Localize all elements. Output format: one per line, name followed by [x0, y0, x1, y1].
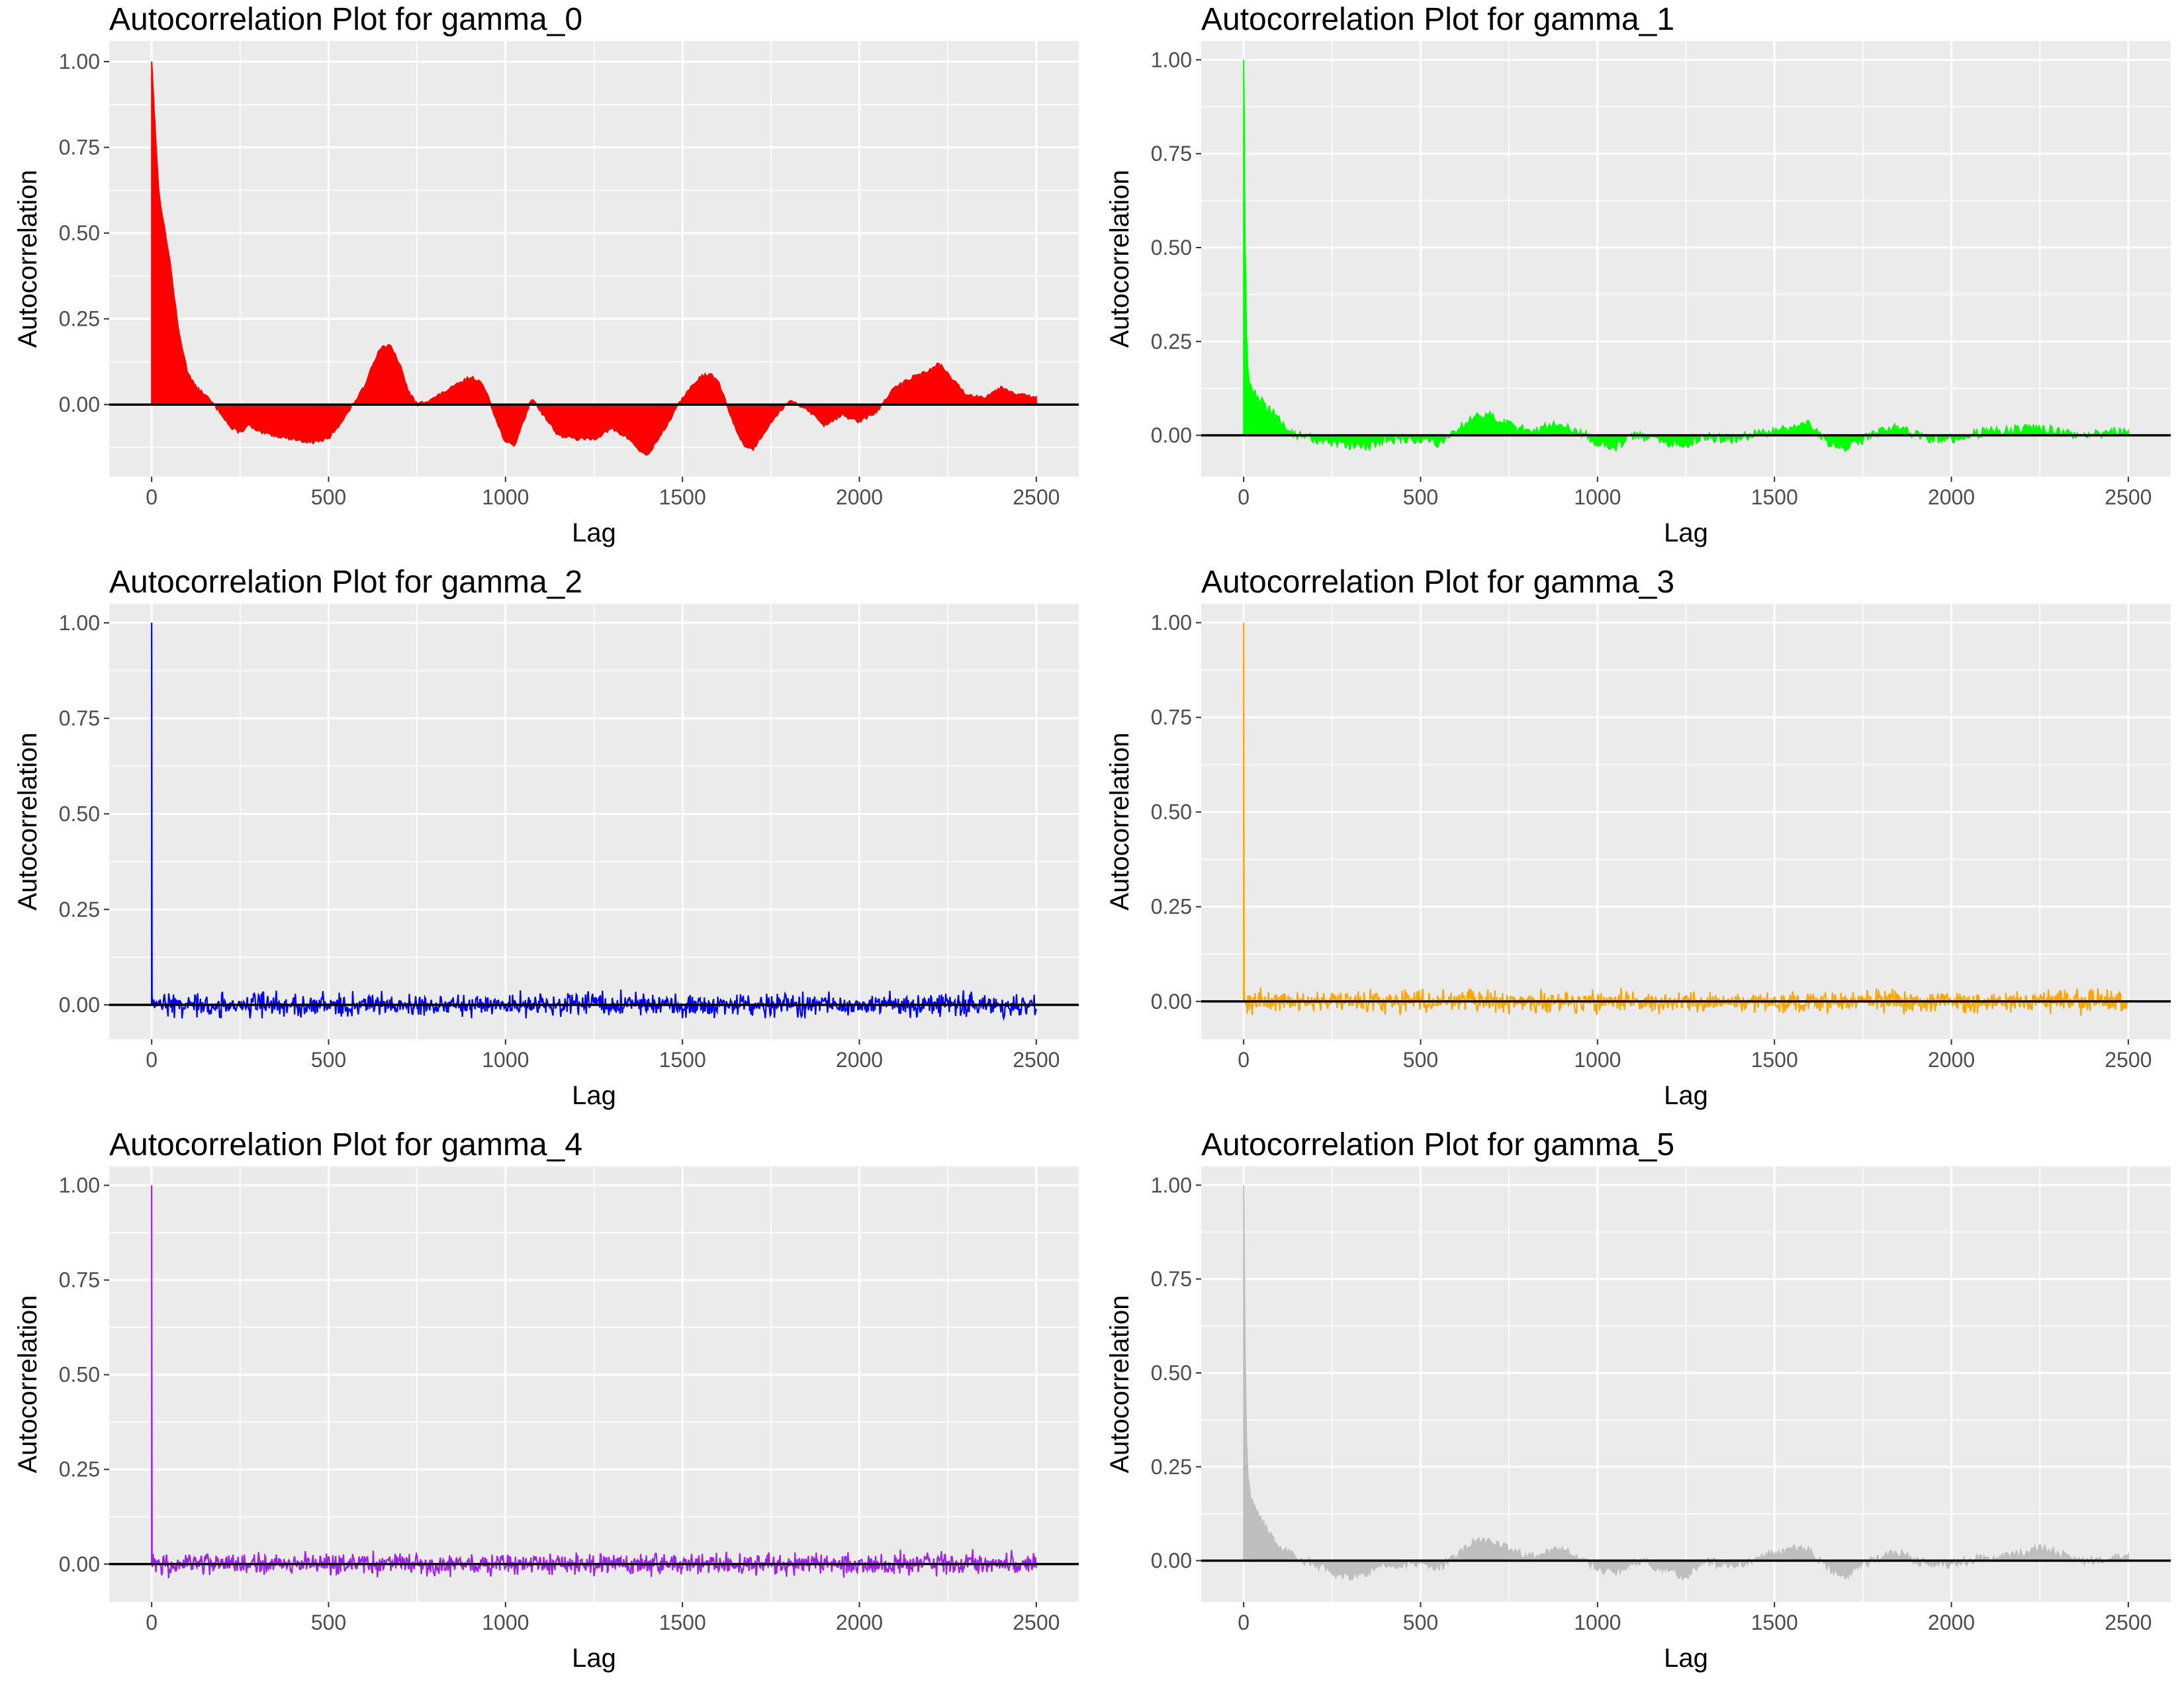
x-axis-title: Lag	[1664, 518, 1708, 547]
y-tick-label: 0.25	[59, 307, 100, 331]
chart-panel-gamma-4: Autocorrelation Plot for gamma_4 0 500 1000…	[0, 1125, 1092, 1688]
y-tick-label: 1.00	[1151, 1173, 1192, 1197]
x-tick-label: 1500	[659, 485, 706, 509]
acf-chart-gamma-1: Autocorrelation Plot for gamma_1 0 500 1000…	[1105, 2, 2171, 547]
y-tick-label: 0.00	[1151, 424, 1192, 447]
x-tick-label: 1000	[1574, 1611, 1621, 1634]
y-tick-label: 0.75	[59, 136, 100, 160]
x-tick-label: 2000	[836, 485, 883, 509]
chart-title: Autocorrelation Plot for gamma_5	[1201, 1127, 1674, 1162]
y-tick-label: 0.50	[1151, 1361, 1192, 1385]
x-tick-label: 2500	[2105, 1611, 2152, 1634]
y-axis-title: Autocorrelation	[13, 1295, 42, 1473]
chart-panel-gamma-2: Autocorrelation Plot for gamma_2 0 500 1000…	[0, 563, 1092, 1125]
y-axis-title: Autocorrelation	[1105, 732, 1134, 910]
chart-title: Autocorrelation Plot for gamma_0	[109, 2, 582, 37]
chart-panel-gamma-0: Autocorrelation Plot for gamma_0 0 500 1000…	[0, 0, 1092, 563]
x-tick-label: 2000	[1928, 485, 1975, 509]
acf-line	[151, 622, 1037, 1021]
y-tick-label: 0.50	[59, 802, 100, 825]
x-tick-label: 1500	[659, 1611, 706, 1634]
acf-area	[151, 62, 1037, 456]
y-tick-label: 1.00	[59, 611, 100, 635]
x-tick-label: 2500	[1013, 1611, 1060, 1634]
acf-chart-gamma-0: Autocorrelation Plot for gamma_0 0 500 1000…	[13, 2, 1079, 547]
x-tick-label: 500	[311, 1048, 346, 1072]
acf-chart-gamma-5: Autocorrelation Plot for gamma_5 0 500 1000…	[1105, 1127, 2171, 1673]
x-tick-label: 1500	[1751, 1048, 1798, 1072]
y-axis-title: Autocorrelation	[13, 169, 42, 348]
x-tick-label: 0	[146, 1048, 158, 1072]
chart-title: Autocorrelation Plot for gamma_1	[1201, 2, 1674, 37]
y-tick-label: 0.00	[1151, 1549, 1192, 1573]
chart-panel-gamma-1: Autocorrelation Plot for gamma_1 0 500 1000…	[1092, 0, 2184, 563]
chart-title: Autocorrelation Plot for gamma_2	[109, 565, 582, 600]
x-tick-label: 1500	[659, 1048, 706, 1072]
y-tick-label: 0.75	[1151, 142, 1192, 165]
x-tick-label: 500	[1403, 485, 1438, 509]
x-tick-label: 500	[1403, 1048, 1438, 1072]
y-tick-label: 0.00	[1151, 990, 1192, 1013]
x-tick-label: 2000	[1928, 1611, 1975, 1634]
y-tick-label: 1.00	[1151, 48, 1192, 71]
acf-area	[1243, 60, 2129, 453]
x-tick-label: 1500	[1751, 485, 1798, 509]
y-tick-label: 0.25	[1151, 895, 1192, 919]
x-tick-label: 2500	[2105, 1048, 2152, 1072]
x-tick-label: 2000	[1928, 1048, 1975, 1072]
y-tick-label: 0.25	[1151, 1455, 1192, 1479]
y-tick-label: 0.75	[1151, 706, 1192, 729]
x-tick-label: 2500	[2105, 485, 2152, 509]
y-axis-title: Autocorrelation	[1105, 1295, 1134, 1473]
y-tick-label: 0.75	[59, 706, 100, 730]
x-tick-label: 500	[311, 485, 346, 509]
y-tick-label: 0.50	[1151, 236, 1192, 259]
y-tick-label: 0.25	[1151, 330, 1192, 353]
y-tick-label: 0.50	[59, 1363, 100, 1387]
x-tick-label: 2000	[836, 1611, 883, 1634]
y-tick-label: 1.00	[59, 50, 100, 73]
x-tick-label: 2500	[1013, 1048, 1060, 1072]
chart-title: Autocorrelation Plot for gamma_3	[1201, 565, 1674, 600]
x-axis-title: Lag	[572, 1644, 616, 1673]
chart-panel-gamma-5: Autocorrelation Plot for gamma_5 0 500 1000…	[1092, 1125, 2184, 1688]
x-tick-label: 0	[146, 1611, 158, 1634]
acf-chart-gamma-3: Autocorrelation Plot for gamma_3 0 500 1000…	[1105, 565, 2171, 1110]
x-tick-label: 0	[146, 485, 158, 509]
x-axis-title: Lag	[1664, 1081, 1708, 1110]
x-tick-label: 1000	[1574, 1048, 1621, 1072]
x-tick-label: 0	[1238, 1611, 1250, 1634]
acf-chart-gamma-4: Autocorrelation Plot for gamma_4 0 500 1000…	[13, 1127, 1079, 1673]
acf-chart-gamma-2: Autocorrelation Plot for gamma_2 0 500 1000…	[13, 565, 1079, 1110]
chart-panel-gamma-3: Autocorrelation Plot for gamma_3 0 500 1000…	[1092, 563, 2184, 1125]
x-axis-title: Lag	[572, 1081, 616, 1110]
x-tick-label: 0	[1238, 485, 1250, 509]
x-axis-title: Lag	[1664, 1644, 1708, 1673]
x-axis-title: Lag	[572, 518, 616, 547]
y-tick-label: 1.00	[59, 1174, 100, 1197]
chart-title: Autocorrelation Plot for gamma_4	[109, 1127, 582, 1162]
x-tick-label: 1000	[482, 485, 529, 509]
x-tick-label: 1000	[1574, 485, 1621, 509]
y-tick-label: 0.25	[59, 898, 100, 921]
y-tick-label: 0.00	[59, 993, 100, 1017]
y-tick-label: 0.25	[59, 1458, 100, 1481]
x-tick-label: 500	[1403, 1611, 1438, 1634]
x-tick-label: 1500	[1751, 1611, 1798, 1634]
x-tick-label: 2500	[1013, 485, 1060, 509]
x-tick-label: 2000	[836, 1048, 883, 1072]
y-axis-title: Autocorrelation	[1105, 169, 1134, 348]
y-tick-label: 0.50	[59, 221, 100, 245]
x-tick-label: 1000	[482, 1611, 529, 1634]
y-tick-label: 0.75	[1151, 1267, 1192, 1291]
y-tick-label: 0.00	[59, 1552, 100, 1576]
x-tick-label: 0	[1238, 1048, 1250, 1072]
y-axis-title: Autocorrelation	[13, 732, 42, 910]
y-tick-label: 1.00	[1151, 611, 1192, 635]
x-tick-label: 500	[311, 1611, 346, 1634]
x-tick-label: 1000	[482, 1048, 529, 1072]
y-tick-label: 0.75	[59, 1268, 100, 1292]
y-tick-label: 0.00	[59, 393, 100, 416]
y-tick-label: 0.50	[1151, 800, 1192, 824]
